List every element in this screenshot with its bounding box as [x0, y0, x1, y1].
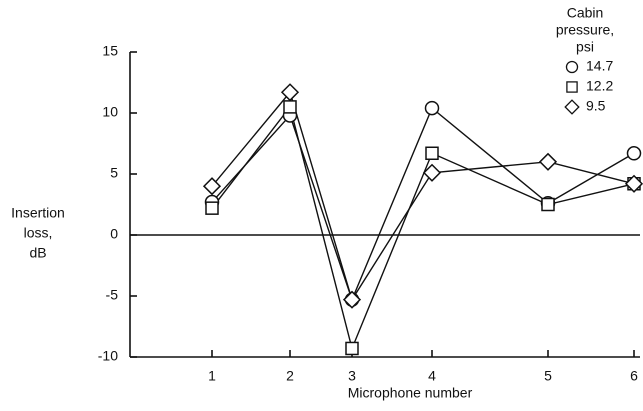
y-tick-label: 5 [110, 165, 118, 181]
x-tick-label: 3 [348, 368, 356, 384]
point [626, 146, 642, 161]
legend-title: pressure, [556, 22, 614, 38]
legend-item: 12.2 [566, 78, 613, 94]
y-tick-label: -10 [98, 348, 118, 364]
point [538, 152, 558, 171]
point [205, 201, 219, 215]
x-tick-label: 5 [544, 368, 552, 384]
point [422, 163, 442, 182]
point [202, 177, 222, 196]
x-tick-label: 6 [630, 368, 638, 384]
legend-marker [566, 81, 578, 93]
y-axis-label: dB [29, 245, 46, 261]
x-axis-label: Microphone number [348, 385, 473, 401]
point [624, 174, 643, 193]
legend-marker [565, 60, 579, 74]
point [342, 290, 362, 309]
series-line [211, 90, 635, 302]
legend-label: 9.5 [586, 98, 606, 114]
x-tick-label: 1 [208, 368, 216, 384]
legend-title: psi [576, 39, 594, 55]
x-tick-label: 2 [286, 368, 294, 384]
y-tick-label: 10 [102, 104, 118, 120]
y-tick-label: -5 [106, 287, 119, 303]
point [283, 100, 297, 114]
y-tick-label: 15 [102, 43, 118, 59]
point [541, 197, 555, 212]
point [424, 100, 440, 116]
series-line [211, 106, 635, 302]
point [280, 83, 300, 102]
legend-marker [564, 99, 580, 115]
y-axis-label: Insertion [11, 205, 65, 221]
y-tick-label: 0 [110, 226, 118, 242]
y-axis-label: loss, [24, 225, 53, 241]
legend-item: 14.7 [565, 58, 613, 74]
legend-label: 14.7 [586, 58, 613, 74]
legend-item: 9.5 [564, 98, 606, 115]
series-line [211, 105, 635, 351]
legend-label: 12.2 [586, 78, 613, 94]
x-tick-label: 4 [428, 368, 436, 384]
legend-title: Cabin [567, 5, 604, 21]
point [425, 146, 439, 161]
point [345, 341, 359, 356]
